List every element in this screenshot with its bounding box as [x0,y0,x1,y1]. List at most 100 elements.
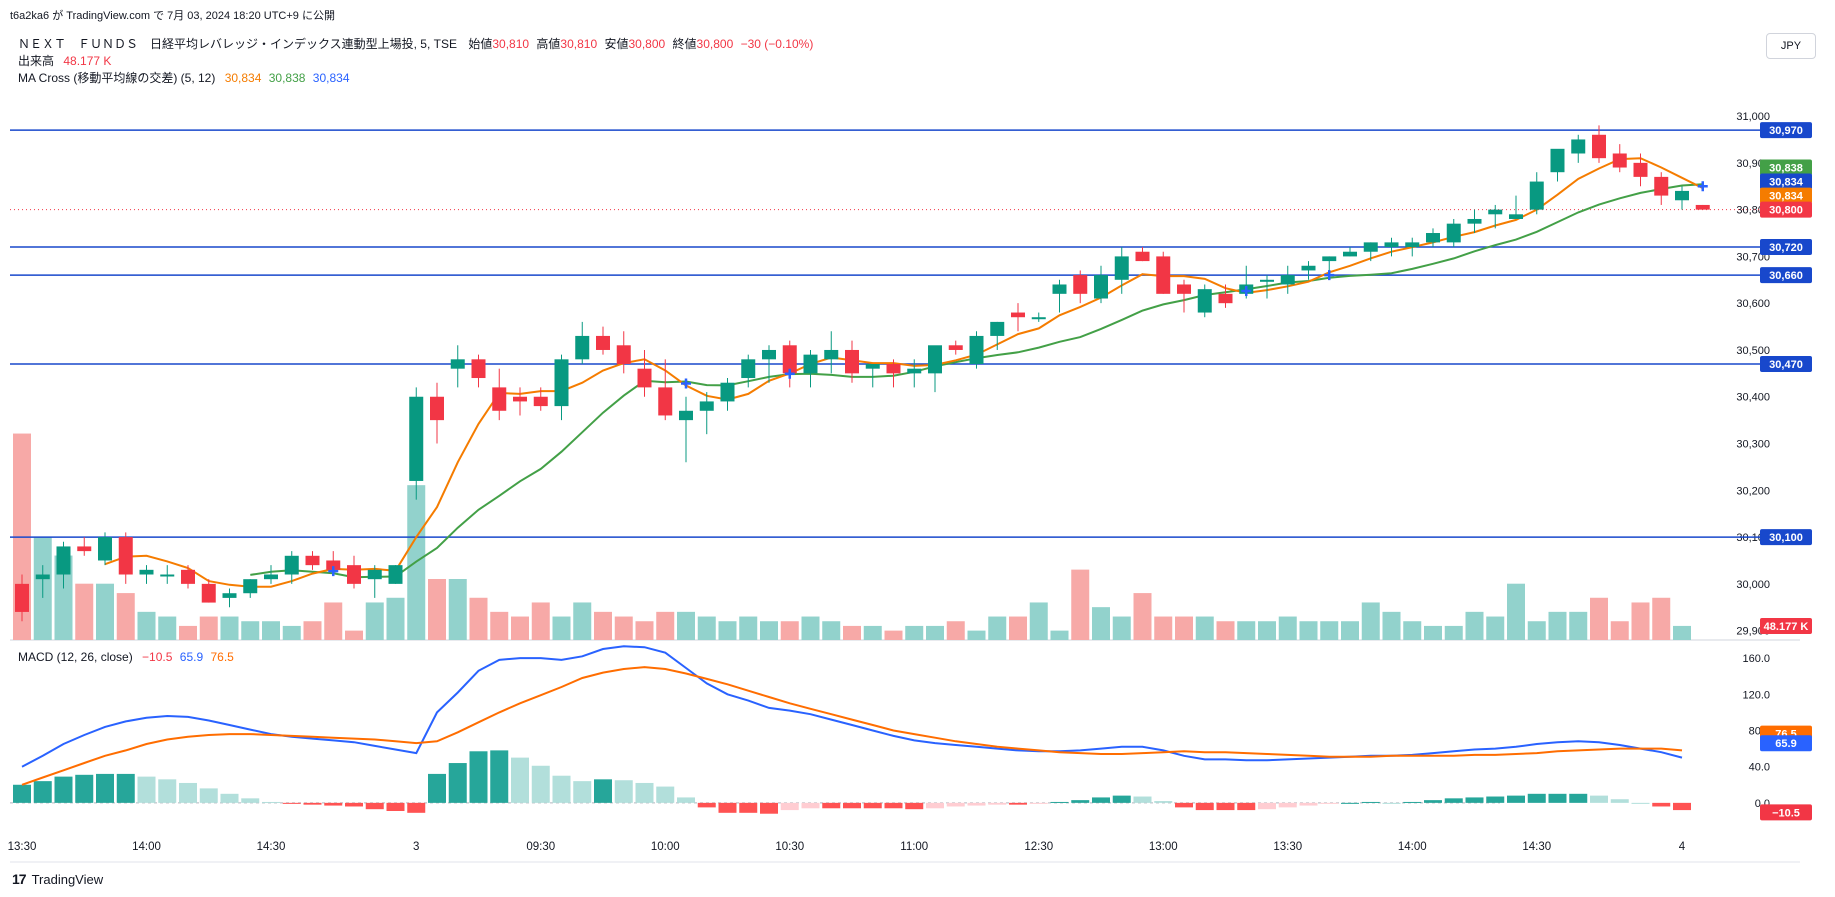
volume-bar [1548,611,1567,640]
macd-tag-hist: −10.5 [1772,807,1800,819]
candle-body [1592,134,1606,159]
candle-body [928,345,942,374]
macd-histogram-bar [1631,802,1650,804]
candle-body [990,321,1005,336]
macd-histogram-bar [345,802,363,807]
candle-body [430,396,444,421]
volume-bar [1527,621,1546,640]
volume-bar [365,602,384,640]
low-label: 安値 [604,37,629,51]
candle-body [803,354,818,374]
macd-histogram-bar [1361,801,1380,803]
volume-bar [1424,625,1442,640]
volume-bar [1216,621,1235,640]
price-tag-level: 30,660 [1769,270,1803,282]
macd-histogram-bar [1071,800,1090,803]
price-tag-last: 30,800 [1769,205,1803,217]
ma-cross-marker [1324,270,1335,281]
time-tick-label: 13:00 [1149,841,1178,853]
macd-histogram-bar [1029,802,1048,804]
volume-bar [822,621,841,640]
volume-bar [241,621,260,640]
candle-body [1011,312,1025,318]
macd-histogram-bar [531,765,550,803]
candle-body [720,382,735,402]
candle-body [139,569,154,575]
price-tag-level-bg [1760,267,1812,284]
macd-histogram-bar [552,775,571,803]
macd-histogram-bar [594,779,612,803]
macd-tick-label: 160.0 [1742,653,1770,665]
candle-body [77,546,92,552]
candle-body [118,537,133,575]
time-tick-label: 10:00 [651,841,680,853]
macd-histogram-bar [863,802,882,809]
macd-histogram-bar [614,780,633,803]
candle-body [1322,256,1337,262]
volume-bar [614,616,633,640]
macd-histogram-bar [1341,802,1359,804]
macd-histogram-bar [1673,802,1691,811]
candle-body [367,569,382,580]
candle-body [1177,284,1191,294]
macd-histogram-bar [1133,796,1152,803]
time-tick-label: 14:00 [132,841,161,853]
volume-bar [594,611,612,640]
volume-bar [158,616,177,640]
macd-histogram-bar [905,802,924,810]
volume-bar [967,630,986,640]
macd-histogram-bar [739,802,758,813]
volume-bar [1029,602,1048,640]
volume-bar [1050,630,1069,640]
volume-bar [1258,621,1276,640]
macd-histogram-bar [967,802,986,806]
price-tag-last-bg [1760,201,1812,218]
macd-histogram-bar [1237,802,1256,811]
candle-body [284,555,299,575]
time-tick-label: 13:30 [1273,841,1302,853]
time-tick-label: 3 [413,841,419,853]
currency-button[interactable]: JPY [1766,33,1816,59]
macd-histogram-bar [469,751,488,803]
candle-body [1073,275,1088,294]
price-tick-label: 30,300 [1736,439,1770,451]
candle-body [907,368,922,374]
macd-histogram-bar [1009,802,1027,805]
volume-bar [386,597,405,640]
volume-bar [96,583,114,640]
volume-bar [946,621,965,640]
volume-bar [1237,621,1256,640]
macd-histogram-bar [1154,801,1173,803]
candle-body [886,364,901,374]
macd-histogram-bar [635,782,654,803]
ma-cross-marker [1241,286,1252,297]
volume-bar [1361,602,1380,640]
candle-body [865,364,880,369]
macd-histogram-bar [677,797,695,803]
candle-body [326,560,341,570]
macd-histogram-bar [13,784,31,803]
macd-histogram-bar [1610,799,1629,803]
candle-body [1052,284,1067,294]
volume-bar [490,611,509,640]
candle-body [1550,148,1565,173]
price-tag-level-bg [1760,239,1812,256]
volume-bar [926,625,944,640]
macd-signal-value: 76.5 [210,650,234,664]
time-tick-label: 14:00 [1398,841,1427,853]
price-tag-ma-cross: 30,834 [1769,177,1804,189]
macd-histogram-bar [428,773,446,803]
macd-histogram-bar [1507,795,1525,803]
candle-body [1612,153,1627,168]
price-tag-volume: 48.177 K [1764,621,1809,633]
macd-histogram-bar [324,802,343,806]
macd-histogram-bar [1092,797,1110,803]
open-value: 30,810 [492,37,530,51]
volume-bar [635,621,654,640]
price-tick-label: 30,600 [1736,298,1770,310]
price-tag-level: 30,470 [1769,359,1803,371]
volume-bar [116,593,135,640]
candle-body [1114,256,1129,280]
macd-histogram-bar [1486,796,1505,803]
